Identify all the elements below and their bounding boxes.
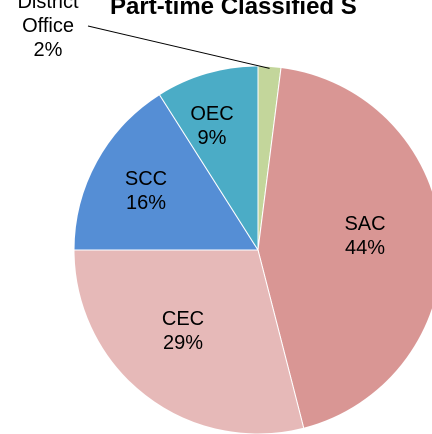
leader-line — [87, 25, 270, 69]
chart-title: Part-time Classified S — [110, 0, 357, 20]
pie-slice — [257, 66, 432, 429]
slice-label: District Office 2% — [17, 0, 79, 61]
slice-label: SCC 16% — [125, 168, 167, 214]
slice-label: SAC 44% — [344, 213, 385, 259]
category-label: SCC — [125, 168, 167, 190]
slice-label: OEC 9% — [190, 103, 233, 149]
value-label: 2% — [34, 39, 63, 61]
pie-slice — [158, 65, 259, 252]
value-label: 29% — [163, 332, 203, 354]
value-label: 44% — [345, 237, 385, 259]
pie-slice — [73, 93, 259, 251]
value-label: 16% — [126, 192, 166, 214]
category-label: SAC — [344, 213, 385, 235]
category-label: OEC — [190, 103, 233, 125]
category-label: CEC — [162, 308, 204, 330]
slice-label: CEC 29% — [162, 308, 204, 354]
category-label: District Office — [17, 0, 79, 37]
value-label: 9% — [198, 127, 227, 149]
